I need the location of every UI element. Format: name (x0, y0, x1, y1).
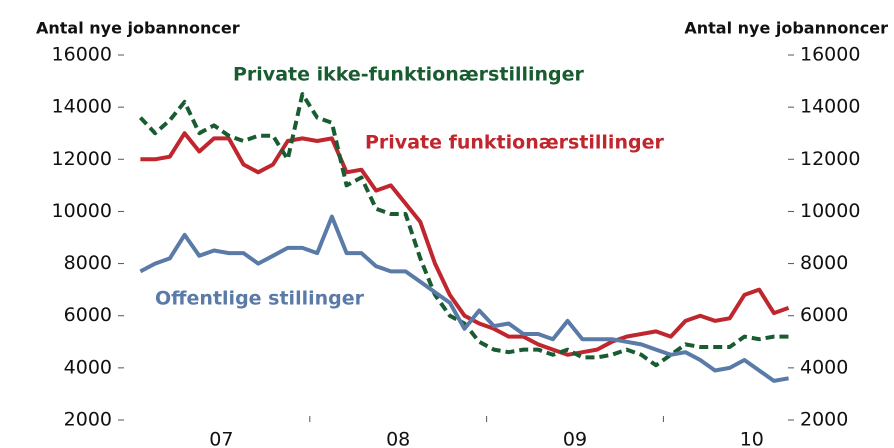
series-line (140, 131, 790, 357)
y-tick-label: 2000 (64, 409, 112, 431)
y-tick-label: 16000 (52, 44, 112, 66)
y2-tick-label: 8000 (800, 252, 848, 274)
y2-axis-label: Antal nye jobannoncer (684, 19, 888, 38)
series-label: Private ikke-funktionærstillinger (233, 64, 585, 86)
series-label: Private funktionærstillinger (365, 132, 664, 154)
y-tick-label: 6000 (64, 304, 112, 326)
y-tick-label: 4000 (64, 356, 112, 378)
y-tick-label: 12000 (52, 148, 112, 170)
y2-tick-label: 4000 (800, 356, 848, 378)
x-tick-label: 10 (740, 429, 764, 448)
y-axis-label: Antal nye jobannoncer (36, 19, 240, 38)
series-line (139, 214, 789, 383)
y2-tick-label: 16000 (800, 44, 860, 66)
series-line (138, 92, 789, 368)
y2-tick-label: 2000 (800, 409, 848, 431)
y2-tick-label: 6000 (800, 304, 848, 326)
x-tick-label: 07 (209, 429, 233, 448)
x-tick-label: 09 (563, 429, 587, 448)
y2-tick-label: 12000 (800, 148, 860, 170)
y2-tick-label: 14000 (800, 96, 860, 118)
y-tick-label: 10000 (52, 200, 112, 222)
x-tick-label: 08 (386, 429, 410, 448)
y2-tick-label: 10000 (800, 200, 860, 222)
series-label: Offentlige stillinger (155, 288, 365, 310)
y-tick-label: 8000 (64, 252, 112, 274)
y-tick-label: 14000 (52, 96, 112, 118)
